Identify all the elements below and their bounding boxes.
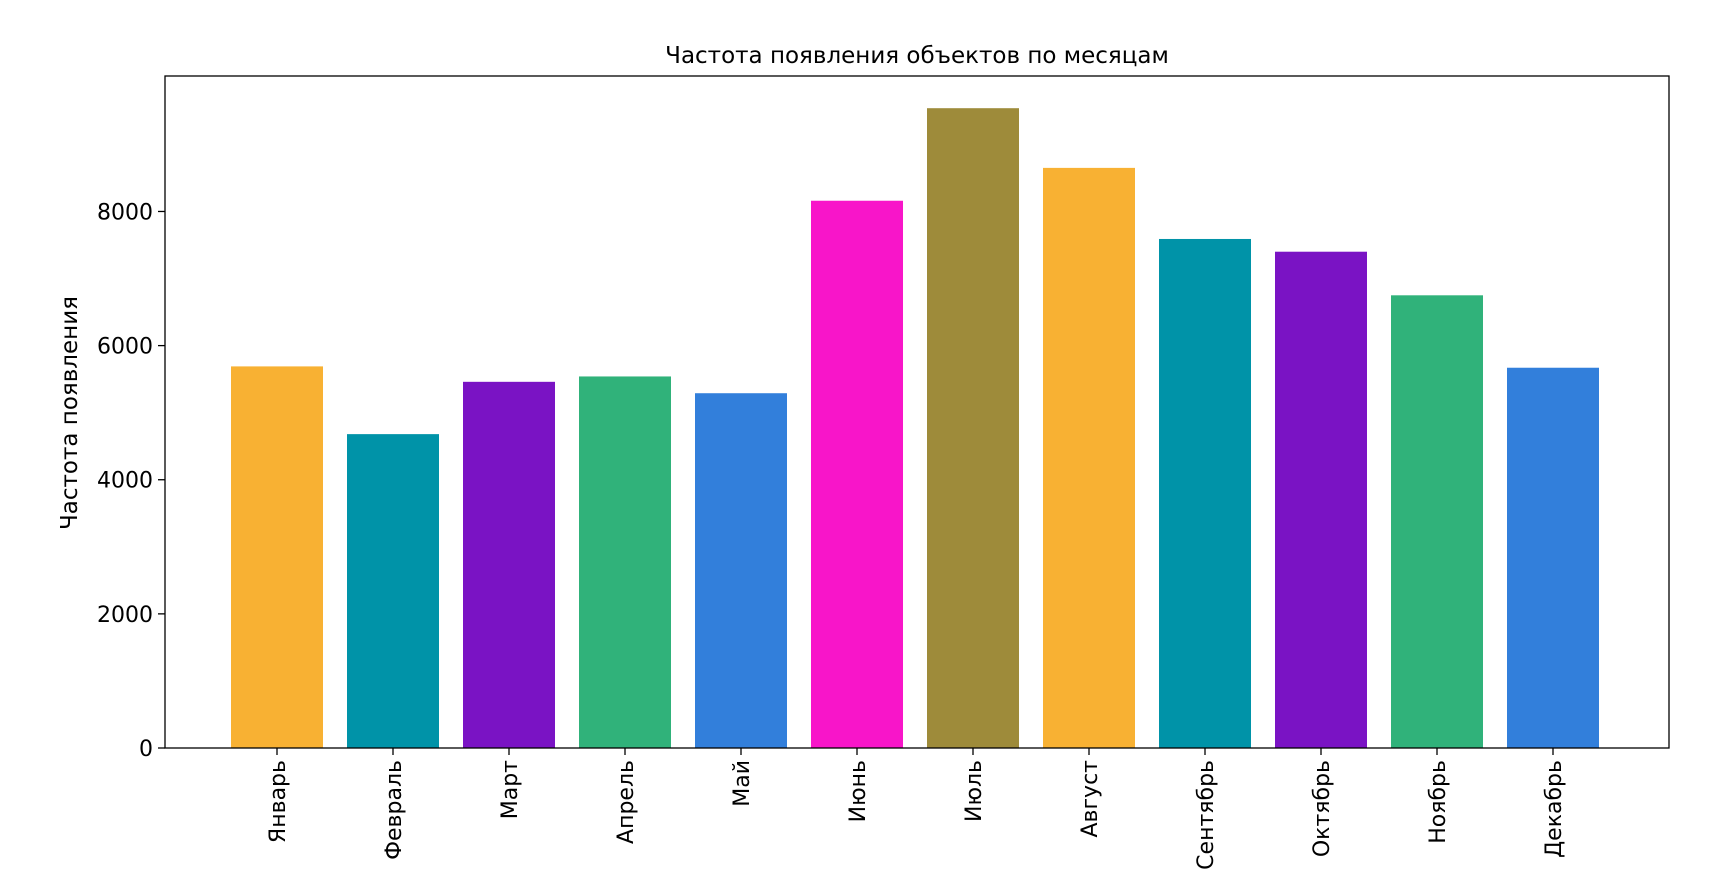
x-tick-label-12: Декабрь: [1542, 760, 1567, 858]
y-tick-label-4: 6000: [97, 335, 153, 360]
x-tick-label-10: Октябрь: [1310, 760, 1335, 857]
x-tick-label-2: Февраль: [382, 760, 407, 860]
x-tick-label-4: Апрель: [614, 760, 639, 844]
x-axis-ticks: Январь Февраль Март Апрель Май Июнь Июль Август…: [266, 748, 1567, 870]
bar-11: [1391, 295, 1483, 748]
bar-5: [695, 393, 787, 748]
bar-9: [1159, 238, 1251, 748]
bar-6: [811, 200, 903, 749]
x-tick-label-3: Март: [498, 760, 523, 819]
bar-1: [231, 366, 323, 748]
y-axis-ticks: 0 2000 4000 6000 8000: [97, 200, 165, 762]
bar-3: [463, 381, 555, 748]
y-tick-label-5: 8000: [97, 200, 153, 225]
y-tick-label-1: 0: [139, 737, 153, 762]
chart-title: Частота появления объектов по месяцам: [665, 43, 1169, 69]
x-tick-label-6: Июнь: [846, 760, 871, 822]
x-tick-label-8: Август: [1078, 760, 1103, 838]
y-tick-label-2: 2000: [97, 603, 153, 628]
x-tick-label-1: Январь: [266, 760, 291, 843]
bar-2: [347, 434, 439, 748]
x-tick-label-11: Ноябрь: [1426, 760, 1451, 844]
x-tick-label-7: Июль: [962, 760, 987, 822]
bar-8: [1043, 167, 1135, 748]
bar-10: [1275, 251, 1367, 748]
bar-12: [1507, 367, 1599, 748]
bar-7: [927, 108, 1019, 748]
y-tick-label-3: 4000: [97, 469, 153, 494]
x-tick-label-5: Май: [730, 760, 755, 807]
y-axis-label: Частота появления: [57, 296, 83, 530]
x-tick-label-9: Сентябрь: [1194, 760, 1219, 870]
plot-frame: [164, 75, 1670, 749]
bars-layer: [231, 108, 1599, 749]
bar-4: [579, 376, 671, 748]
